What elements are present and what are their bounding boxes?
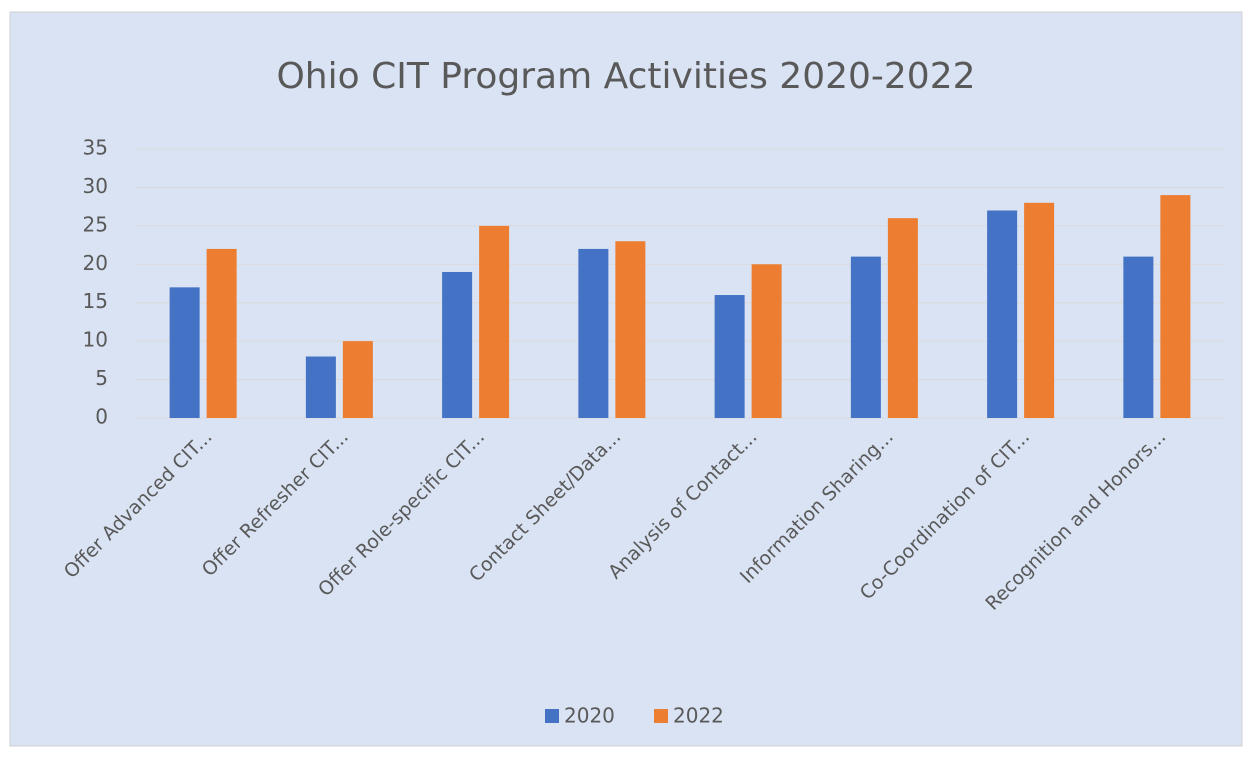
bar [850,256,881,418]
y-tick-label: 5 [95,366,108,390]
bar [1123,256,1154,418]
bar [751,264,782,418]
legend-swatch [654,709,668,723]
bar [615,241,646,418]
bar [479,225,510,418]
chart-title: Ohio CIT Program Activities 2020-2022 [276,56,975,97]
y-tick-label: 0 [95,405,108,429]
bar [578,248,609,418]
bar [987,210,1018,418]
y-tick-label: 30 [83,174,108,198]
legend-label: 2022 [673,704,724,728]
y-tick-label: 20 [83,251,108,275]
bar [1024,202,1055,418]
bar [1160,195,1191,418]
bar [206,248,237,418]
y-tick-label: 15 [83,289,108,313]
legend-swatch [545,709,559,723]
bar [442,271,473,418]
y-tick-label: 10 [83,328,108,352]
bar [714,295,745,418]
bar [342,341,373,418]
y-tick-label: 35 [83,136,108,160]
y-tick-label: 25 [83,212,108,236]
bar [305,356,336,418]
bar [169,287,200,418]
bar [887,218,918,418]
legend-label: 2020 [564,704,615,728]
